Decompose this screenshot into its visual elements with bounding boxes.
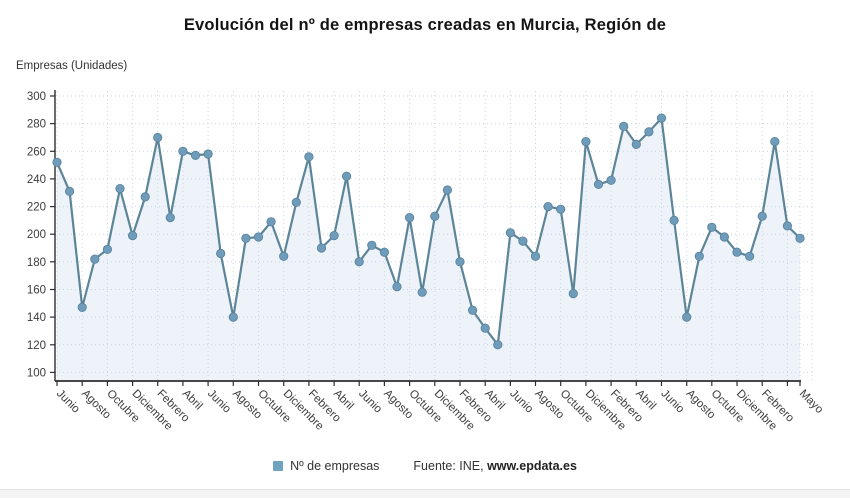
y-axis-label: 300: [27, 91, 46, 103]
data-point[interactable]: [190, 150, 201, 160]
data-point[interactable]: [341, 171, 352, 181]
y-axis-label: 140: [27, 312, 46, 324]
y-axis-title: Empresas (Unidades): [16, 60, 128, 72]
data-point[interactable]: [153, 132, 163, 143]
y-axis-label: 220: [27, 202, 46, 214]
data-point[interactable]: [732, 247, 742, 257]
data-point[interactable]: [556, 204, 566, 214]
data-point[interactable]: [707, 222, 717, 232]
data-point[interactable]: [442, 185, 452, 195]
data-point[interactable]: [354, 257, 364, 267]
data-point[interactable]: [757, 211, 767, 221]
data-point[interactable]: [669, 215, 679, 225]
data-point[interactable]: [467, 305, 478, 315]
source-text: Fuente: INE, www.epdata.es: [413, 459, 577, 473]
data-point[interactable]: [140, 192, 150, 202]
data-point[interactable]: [316, 243, 327, 253]
x-axis-label: Junio: [54, 388, 82, 416]
legend-series-label[interactable]: Nº de empresas: [290, 459, 380, 473]
bottom-band: [0, 489, 850, 498]
data-point[interactable]: [102, 244, 113, 254]
x-axis-label: Junio: [356, 388, 384, 416]
data-point[interactable]: [52, 157, 62, 167]
data-point[interactable]: [417, 287, 427, 297]
y-axis-label: 100: [27, 367, 46, 379]
data-point[interactable]: [480, 323, 490, 333]
x-axis-label: Mayo: [797, 388, 825, 416]
data-point[interactable]: [404, 213, 415, 223]
data-point[interactable]: [518, 236, 528, 246]
data-point[interactable]: [228, 312, 238, 322]
data-point[interactable]: [782, 221, 793, 231]
y-axis-label: 160: [27, 285, 46, 297]
data-point[interactable]: [329, 231, 339, 241]
data-point[interactable]: [430, 211, 440, 221]
data-point[interactable]: [367, 240, 377, 250]
data-point[interactable]: [644, 127, 654, 137]
data-point[interactable]: [266, 217, 276, 227]
data-point[interactable]: [165, 213, 175, 223]
data-point[interactable]: [291, 197, 301, 207]
data-point[interactable]: [770, 137, 780, 147]
line-chart: 300280260240220200180160140120100JunioAg…: [27, 90, 825, 433]
legend: Nº de empresas Fuente: INE, www.epdata.e…: [0, 459, 850, 473]
data-point[interactable]: [719, 232, 730, 242]
data-point[interactable]: [115, 184, 125, 194]
data-point[interactable]: [744, 251, 755, 261]
data-point[interactable]: [568, 288, 578, 299]
data-point[interactable]: [593, 179, 604, 189]
data-point[interactable]: [392, 282, 402, 292]
y-axis-label: 240: [27, 174, 46, 186]
y-axis-label: 120: [27, 340, 46, 352]
data-point[interactable]: [455, 257, 465, 267]
data-point[interactable]: [505, 228, 515, 238]
data-point[interactable]: [694, 251, 704, 261]
x-axis-label: Junio: [205, 388, 233, 416]
data-point[interactable]: [493, 340, 503, 350]
data-point[interactable]: [795, 233, 805, 243]
data-point[interactable]: [379, 247, 389, 257]
y-axis-label: 280: [27, 119, 46, 131]
chart-title: Evolución del nº de empresas creadas en …: [183, 16, 667, 34]
series-line: [55, 116, 802, 346]
data-point[interactable]: [77, 302, 87, 312]
data-point[interactable]: [631, 139, 641, 149]
legend-swatch[interactable]: [273, 461, 284, 471]
data-point[interactable]: [65, 186, 75, 196]
series-area: [57, 118, 800, 381]
source-site: www.epdata.es: [487, 459, 577, 473]
data-point[interactable]: [253, 232, 264, 242]
y-axis-label: 260: [27, 146, 46, 158]
y-axis-label: 180: [27, 257, 46, 269]
data-point[interactable]: [178, 146, 188, 156]
data-point[interactable]: [530, 251, 541, 261]
y-axis-label: 200: [27, 229, 46, 241]
data-point[interactable]: [128, 231, 138, 241]
data-point[interactable]: [241, 233, 251, 243]
data-point[interactable]: [304, 152, 314, 162]
data-point[interactable]: [581, 137, 591, 147]
data-point[interactable]: [90, 254, 100, 264]
x-axis-label: Junio: [507, 388, 535, 416]
data-point[interactable]: [682, 312, 692, 322]
data-point[interactable]: [279, 251, 289, 261]
data-point[interactable]: [619, 121, 629, 132]
data-point[interactable]: [203, 149, 213, 159]
data-point[interactable]: [606, 175, 616, 185]
data-point[interactable]: [656, 113, 667, 123]
data-point[interactable]: [216, 248, 226, 259]
x-axis-label: Junio: [658, 388, 686, 416]
data-point[interactable]: [543, 202, 553, 212]
source-prefix: Fuente: INE,: [413, 459, 488, 473]
